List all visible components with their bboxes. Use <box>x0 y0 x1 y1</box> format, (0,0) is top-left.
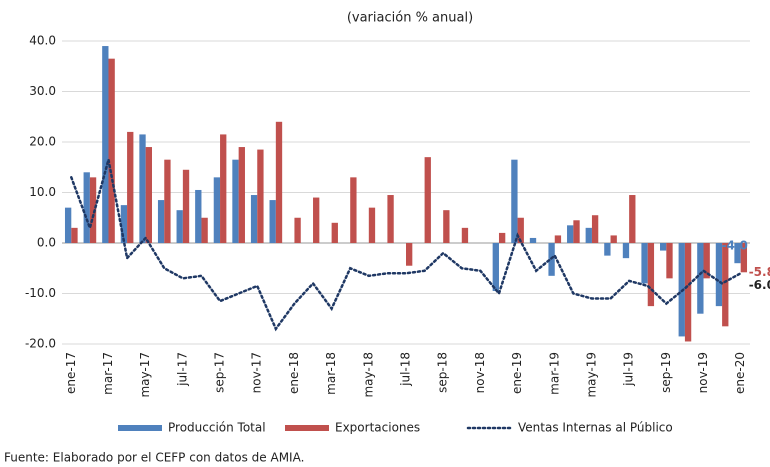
legend-label: Producción Total <box>168 421 266 435</box>
bar <box>660 243 667 251</box>
x-tick-label: ene-20 <box>733 352 747 394</box>
legend-swatch <box>118 425 162 431</box>
bar <box>703 243 710 279</box>
legend-label: Ventas Internas al Público <box>518 421 673 435</box>
bar <box>684 243 692 342</box>
value-label: -5.8 <box>749 265 770 279</box>
value-label: -6.0 <box>749 278 770 292</box>
bar <box>64 207 72 243</box>
y-tick-label: 0.0 <box>37 236 56 250</box>
x-tick-label: mar-18 <box>324 352 338 395</box>
bar <box>734 243 741 264</box>
legend-label: Exportaciones <box>335 421 420 435</box>
bar <box>697 243 704 314</box>
bar <box>666 243 673 279</box>
x-tick-label: sep-17 <box>213 352 227 393</box>
bar <box>622 243 630 259</box>
bar <box>232 159 239 243</box>
bar <box>127 131 134 243</box>
bar <box>250 195 258 243</box>
x-tick-label: jul-19 <box>622 352 636 387</box>
bar <box>715 243 723 307</box>
bar <box>164 159 171 243</box>
bar <box>492 243 499 291</box>
bar <box>294 217 301 243</box>
bar <box>610 235 617 243</box>
x-tick-label: mar-17 <box>101 352 115 395</box>
bar <box>257 149 264 243</box>
bar <box>89 177 97 243</box>
bar <box>145 147 152 243</box>
bar <box>567 225 574 243</box>
y-tick-label: 30.0 <box>29 84 56 98</box>
x-tick-label: may-19 <box>584 352 598 398</box>
y-tick-label: 20.0 <box>29 135 56 149</box>
bar <box>213 177 221 243</box>
bar <box>102 46 109 243</box>
x-tick-label: nov-17 <box>250 352 264 393</box>
bar <box>139 134 146 243</box>
x-tick-label: jul-17 <box>175 352 189 387</box>
bar <box>573 220 580 243</box>
x-tick-label: jul-18 <box>399 352 413 387</box>
x-tick-label: mar-19 <box>547 352 561 395</box>
x-tick-label: sep-19 <box>659 352 673 393</box>
legend-swatch <box>285 425 329 431</box>
source-note: Fuente: Elaborado por el CEFP con datos … <box>4 451 304 465</box>
bar <box>517 217 524 243</box>
bar <box>269 200 276 243</box>
x-tick-label: ene-19 <box>510 352 524 394</box>
bar <box>71 227 78 243</box>
bar <box>108 58 115 243</box>
bar <box>331 222 338 243</box>
bar <box>220 134 227 243</box>
x-tick-label: sep-18 <box>436 352 450 393</box>
bar <box>387 195 394 243</box>
y-tick-label: 40.0 <box>29 34 56 48</box>
x-tick-label: nov-18 <box>473 352 487 393</box>
y-tick-label: 10.0 <box>29 185 56 199</box>
bar <box>195 189 202 243</box>
bar <box>647 243 655 307</box>
bar <box>120 205 128 243</box>
value-label: -4.0 <box>722 239 748 253</box>
y-tick-label: -20.0 <box>25 337 56 351</box>
bar <box>498 232 506 243</box>
bar <box>740 243 748 273</box>
bar <box>511 159 518 243</box>
bar <box>604 243 611 256</box>
line-series <box>70 159 742 332</box>
x-tick-label: ene-18 <box>287 352 301 394</box>
bar <box>176 210 183 243</box>
bar <box>461 227 469 243</box>
bar <box>83 172 90 243</box>
x-tick-label: nov-19 <box>696 352 710 393</box>
bar <box>313 197 320 243</box>
bar <box>368 207 376 243</box>
bar <box>157 200 165 243</box>
bar <box>182 169 190 243</box>
bar <box>629 195 636 243</box>
bar <box>585 227 592 243</box>
x-tick-label: may-18 <box>361 352 375 398</box>
bar <box>554 235 562 243</box>
y-tick-label: -10.0 <box>25 286 56 300</box>
bar <box>201 217 208 243</box>
chart-title: (variación % anual) <box>347 11 473 26</box>
bar <box>424 157 431 243</box>
bar <box>275 121 283 243</box>
x-tick-label: may-17 <box>138 352 152 398</box>
x-tick-label: ene-17 <box>64 352 78 394</box>
bar <box>529 237 537 243</box>
bar <box>238 147 245 243</box>
bar <box>350 177 357 243</box>
bar <box>641 243 648 284</box>
bar <box>406 243 413 266</box>
bar <box>443 210 450 243</box>
bar <box>591 215 599 243</box>
bar <box>722 243 729 327</box>
